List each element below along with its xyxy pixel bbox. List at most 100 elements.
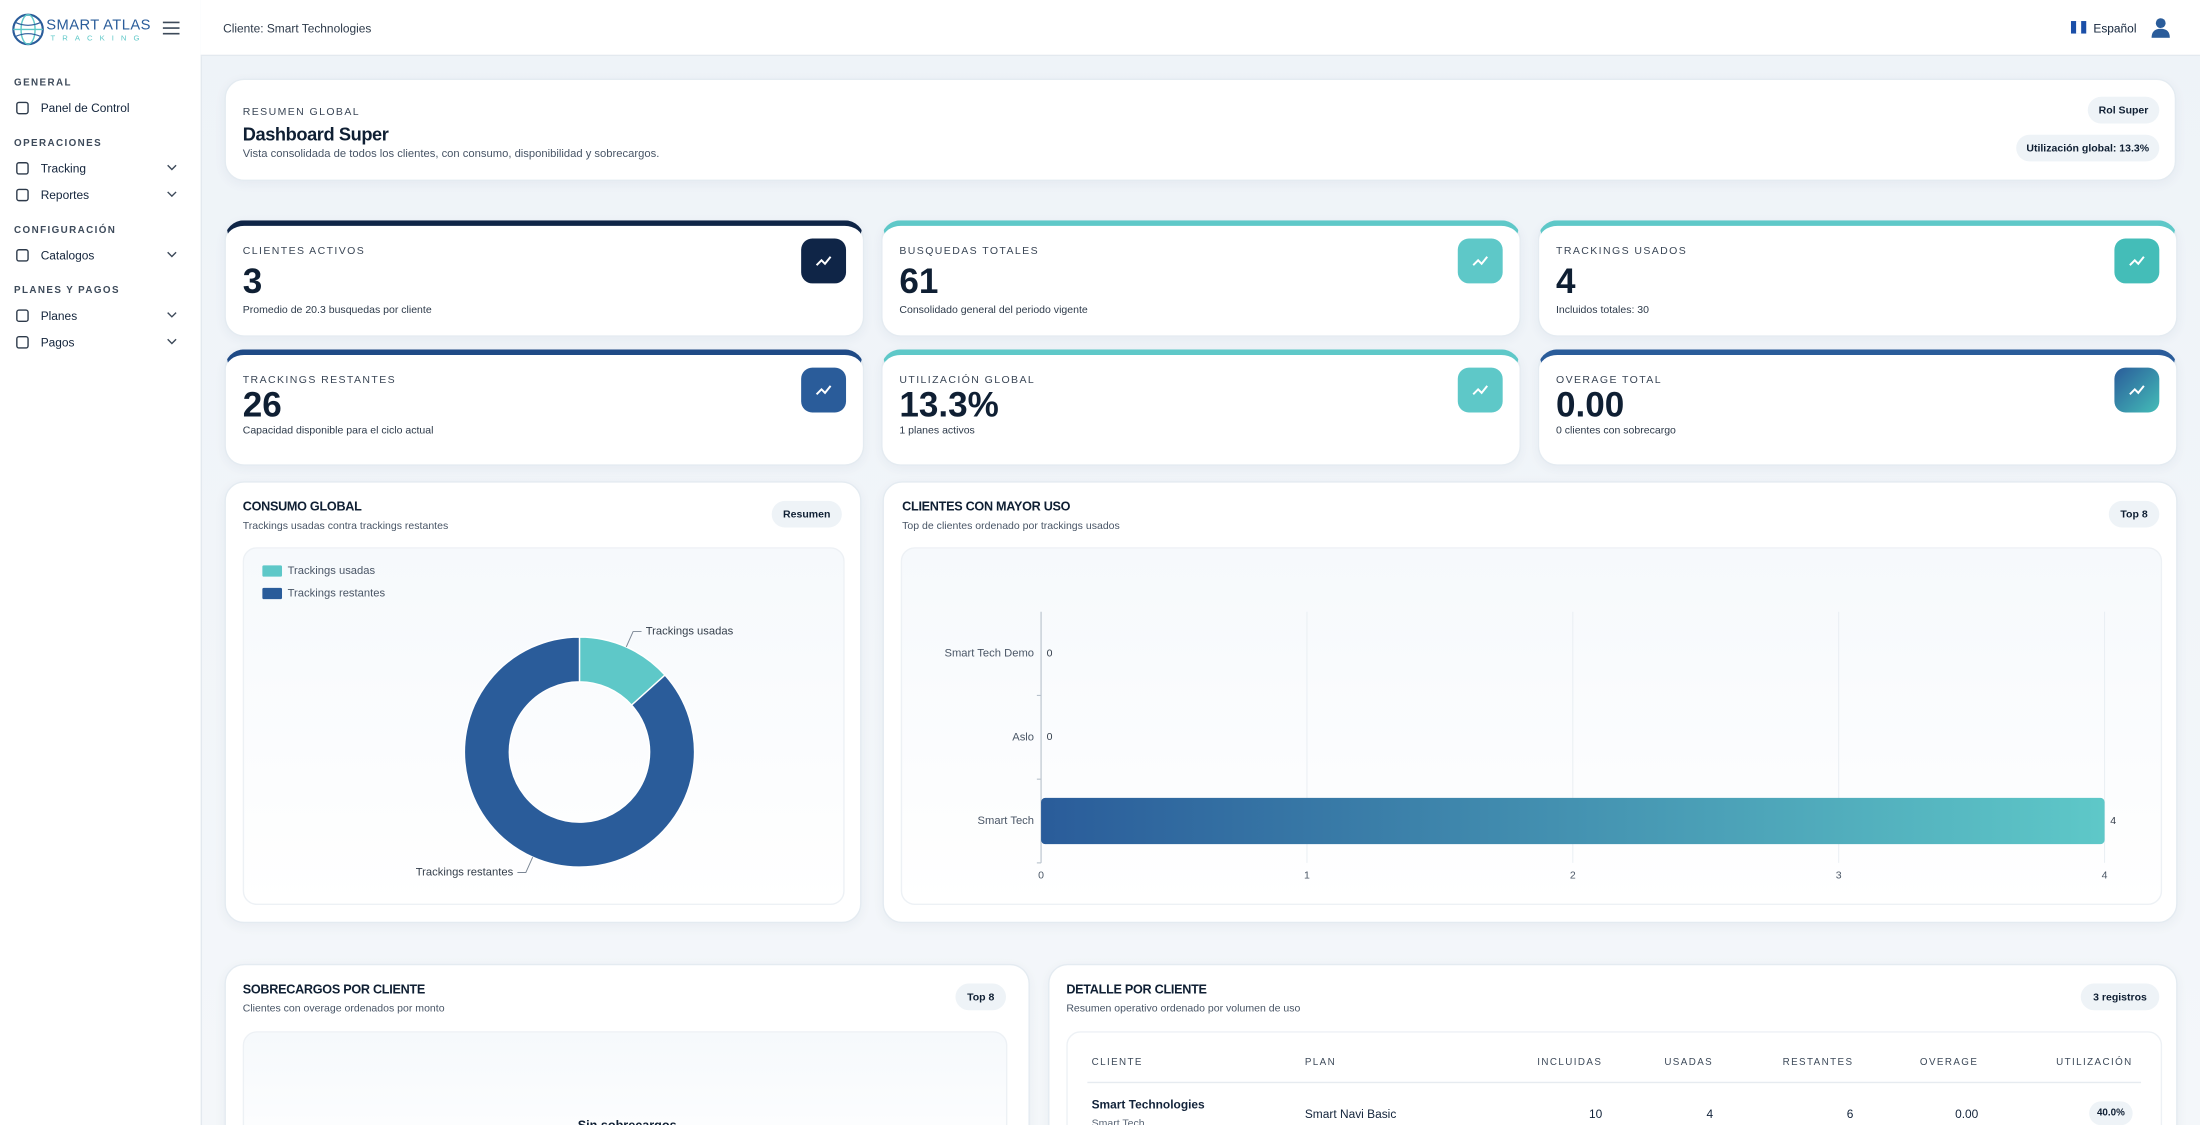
icon-shape — [1472, 385, 1489, 395]
icon-shape — [2129, 256, 2145, 266]
nav-section-title: OPERACIONES — [14, 138, 103, 149]
icon-glyph — [815, 256, 832, 266]
icon-shape — [815, 385, 832, 395]
kpi-label: TRACKINGS USADOS — [1555, 244, 1688, 257]
detalle-card: DETALLE POR CLIENTE Resumen operativo or… — [1048, 963, 2178, 1125]
nav-section-title: GENERAL — [14, 78, 72, 89]
donut-chart: Trackings usadas Trackings restantes Track… — [262, 565, 734, 878]
value-label: 4 — [2110, 815, 2116, 827]
kpi-icon — [2114, 238, 2160, 284]
chevron — [167, 312, 177, 318]
nav-item[interactable]: Panel de Control — [40, 101, 130, 116]
slice-label: Trackings usadas — [646, 626, 734, 638]
kpi-note: Capacidad disponible para el ciclo actua… — [242, 423, 434, 437]
kpi-value: 3 — [242, 262, 263, 302]
card-badge: Resumen — [771, 500, 842, 528]
nav-item[interactable]: Planes — [40, 308, 78, 323]
table-header: USADAS — [1664, 1057, 1714, 1068]
kpi-note: Incluidos totales: 30 — [1555, 303, 1650, 316]
kpi-value: 26 — [242, 385, 282, 426]
chevron — [167, 164, 177, 171]
card-subtitle: Top de clientes ordenado por trackings u… — [902, 519, 1120, 532]
icon-glyph — [1472, 385, 1489, 395]
chevron-shape — [167, 191, 177, 198]
table-divider — [1087, 1081, 2142, 1084]
legend-swatch — [262, 587, 283, 600]
y-tick-label: Aslo — [1012, 731, 1034, 743]
icon-shape — [815, 256, 832, 266]
brand: SMART ATLAS — [46, 16, 151, 34]
kpi-label: UTILIZACIÓN GLOBAL — [899, 373, 1036, 386]
table-header: INCLUIDAS — [1537, 1057, 1603, 1068]
table-header: OVERAGE — [1919, 1057, 1979, 1068]
slice-label: Trackings restantes — [416, 866, 514, 878]
kpi-label: CLIENTES ACTIVOS — [242, 244, 366, 257]
table-cell: 0.00 — [1955, 1107, 1979, 1122]
table-header: CLIENTE — [1091, 1057, 1143, 1068]
kpi-note: Consolidado general del periodo vigente — [899, 303, 1088, 316]
card-title: CONSUMO GLOBAL — [242, 499, 362, 514]
icon-shape — [16, 336, 29, 349]
sobrecargos-card: SOBRECARGOS POR CLIENTE Clientes con ove… — [224, 963, 1030, 1125]
kpi-note: Promedio de 20.3 busquedas por cliente — [242, 303, 432, 316]
menu-toggle[interactable] — [162, 21, 180, 35]
nav-item[interactable]: Pagos — [40, 335, 75, 350]
chevron — [167, 338, 177, 345]
icon-glyph — [815, 385, 832, 395]
card-title: DETALLE POR CLIENTE — [1066, 982, 1207, 997]
nav-item[interactable]: Reportes — [40, 188, 90, 203]
bar — [1041, 797, 2105, 845]
topbar: Cliente: Smart Technologies Español — [200, 0, 2200, 57]
y-tick-label: Smart Tech Demo — [944, 648, 1034, 660]
empty-panel — [242, 1031, 1008, 1125]
kpi-value: 0.00 — [1555, 385, 1625, 426]
nav-icon — [16, 162, 29, 175]
card-badge: 3 registros — [2080, 983, 2160, 1011]
icon-glyph — [2129, 256, 2145, 266]
user-icon[interactable] — [2151, 17, 2171, 38]
chevron-shape — [167, 338, 177, 345]
language-selector[interactable]: Español — [2093, 21, 2137, 36]
x-tick-label: 0 — [1038, 869, 1044, 881]
hero-card: RESUMEN GLOBAL Dashboard Super Vista con… — [224, 78, 2177, 181]
icon-shape — [16, 101, 29, 115]
kpi-note: 0 clientes con sobrecargo — [1555, 423, 1676, 437]
kpi-card: TRACKINGS RESTANTES 26 Capacidad disponibl… — [224, 349, 865, 466]
logo-mark — [12, 13, 44, 46]
value-label: 0 — [1047, 731, 1053, 743]
table-cell: 6 — [1846, 1107, 1854, 1122]
nav-item[interactable]: Tracking — [40, 161, 86, 176]
client-label: Cliente: Smart Technologies — [223, 21, 372, 36]
kpi-icon — [1457, 238, 1503, 284]
chevron-shape — [167, 251, 177, 258]
hero-subtitle: Vista consolidada de todos los clientes,… — [242, 147, 660, 160]
nav-item[interactable]: Catalogos — [40, 248, 95, 263]
card-title: SOBRECARGOS POR CLIENTE — [242, 982, 426, 997]
client-name: Smart Technologies — [1091, 1097, 1205, 1112]
empty-message: Sin sobrecargos — [226, 1115, 1029, 1125]
kpi-label: TRACKINGS RESTANTES — [242, 373, 397, 386]
icon-shape — [16, 188, 29, 202]
card-subtitle: Resumen operativo ordenado por volumen d… — [1066, 1001, 1301, 1015]
kpi-icon — [2114, 367, 2160, 413]
table-cell: 10 — [1589, 1107, 1603, 1122]
table: CLIENTE PLAN INCLUIDAS USADAS RESTANTES OVERA… — [1066, 1031, 2163, 1125]
card-title: CLIENTES CON MAYOR USO — [902, 499, 1071, 514]
kpi-card: TRACKINGS USADOS 4 Incluidos totales: 30 — [1537, 220, 2178, 337]
kpi-note: 1 planes activos — [899, 423, 975, 437]
card-subtitle: Clientes con overage ordenados por monto — [242, 1001, 445, 1015]
kpi-value: 4 — [1555, 262, 1576, 302]
y-tick-label: Smart Tech — [978, 815, 1035, 827]
kpi-value: 61 — [899, 262, 939, 302]
x-tick-label: 1 — [1304, 869, 1310, 881]
kpi-card: OVERAGE TOTAL 0.00 0 clientes con sobrecar… — [1537, 349, 2178, 466]
legend-label: Trackings usadas — [288, 565, 376, 577]
card-badge: Top 8 — [955, 983, 1006, 1011]
icon-shape — [16, 249, 29, 262]
legend-label: Trackings restantes — [288, 587, 386, 599]
kpi-card: CLIENTES ACTIVOS 3 Promedio de 20.3 busque… — [224, 220, 865, 337]
x-tick-label: 3 — [1836, 869, 1842, 881]
